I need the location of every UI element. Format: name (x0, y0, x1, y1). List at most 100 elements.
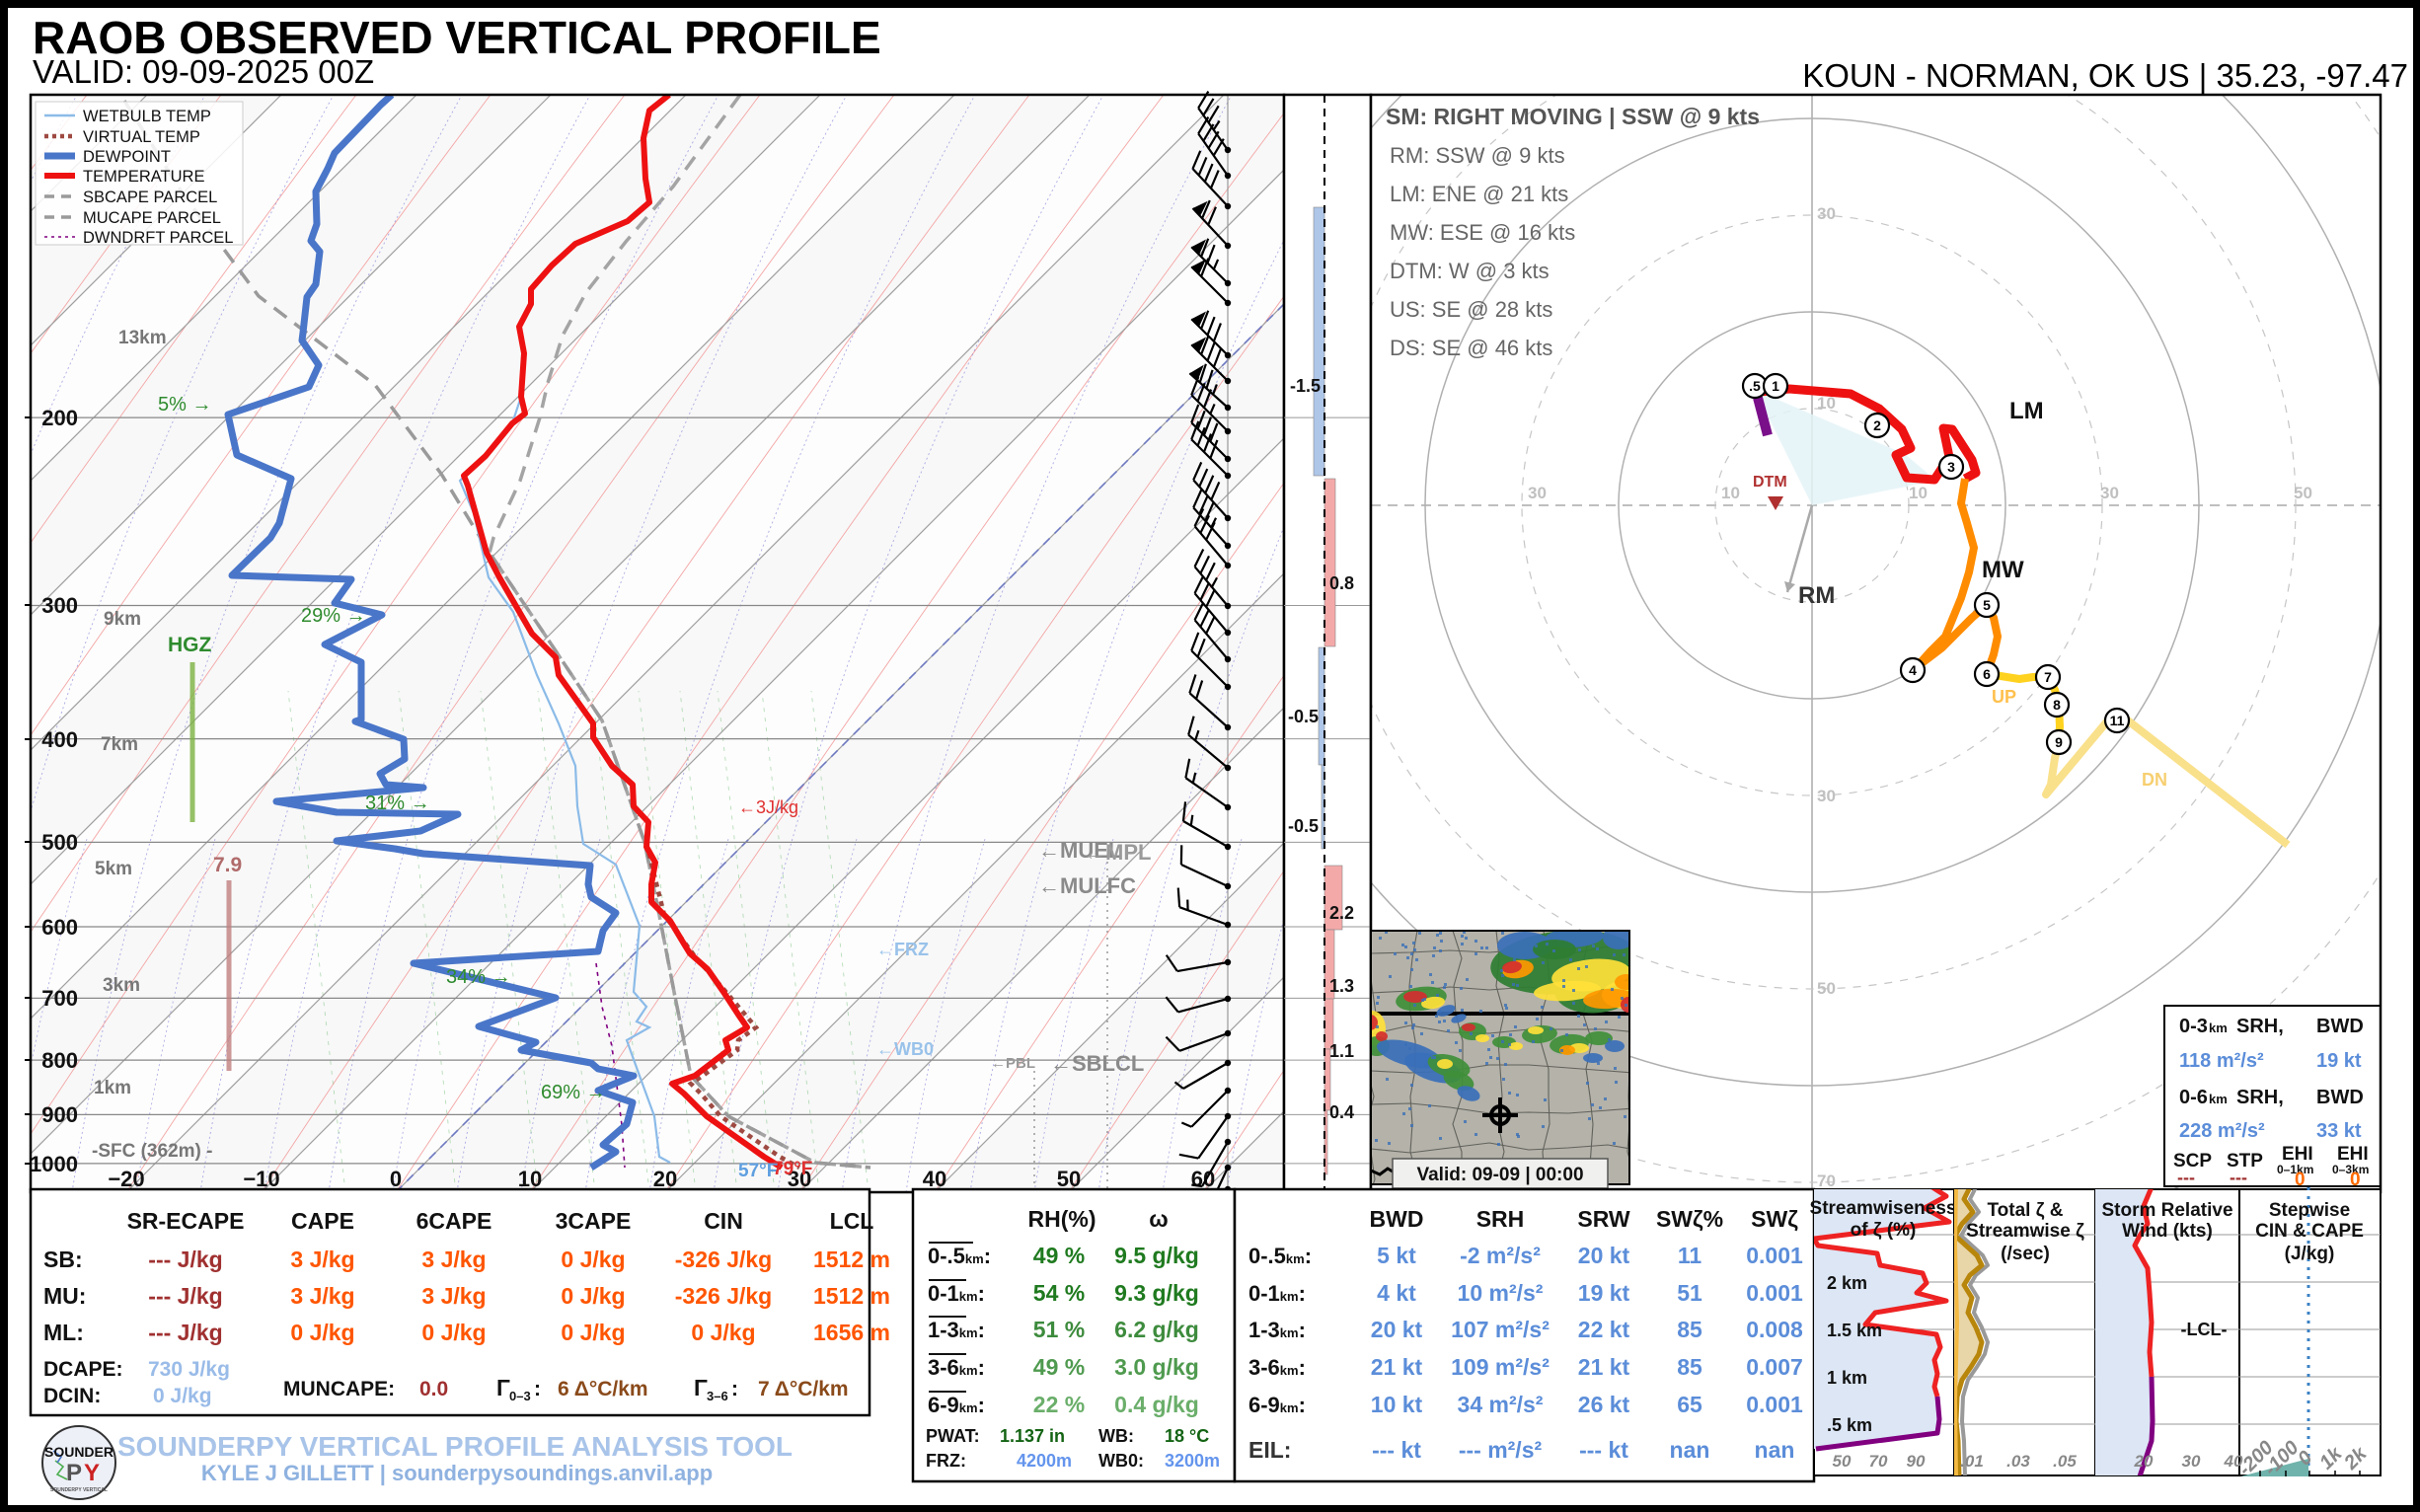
svg-text:10: 10 (1817, 394, 1836, 413)
svg-text:1: 1 (1772, 378, 1779, 394)
svg-text:10 m²/s²: 10 m²/s² (1458, 1280, 1544, 1306)
svg-text:Total ζ &: Total ζ & (1987, 1200, 2063, 1221)
svg-text:6CAPE: 6CAPE (416, 1208, 492, 1234)
svg-text:Wind (kts): Wind (kts) (2122, 1221, 2213, 1242)
svg-text:LCL: LCL (830, 1208, 874, 1234)
svg-text:65: 65 (1677, 1392, 1702, 1417)
svg-text:3.0 g/kg: 3.0 g/kg (1114, 1354, 1199, 1380)
svg-text:km: km (2209, 1092, 2228, 1106)
svg-text:5 kt: 5 kt (1377, 1243, 1416, 1268)
svg-text:700: 700 (41, 986, 78, 1011)
svg-text:−20: −20 (108, 1167, 144, 1191)
svg-text:Y: Y (84, 1460, 100, 1486)
svg-text:DEWPOINT: DEWPOINT (83, 148, 171, 166)
svg-text:BWD: BWD (2316, 1016, 2364, 1037)
svg-text:0: 0 (390, 1167, 402, 1191)
svg-text:300: 300 (41, 593, 78, 618)
svg-text:0.001: 0.001 (1746, 1243, 1803, 1268)
svg-text:30: 30 (2100, 484, 2119, 502)
svg-text:-0.5: -0.5 (1288, 816, 1319, 836)
svg-text:4 kt: 4 kt (1377, 1280, 1416, 1306)
svg-text:0.007: 0.007 (1746, 1354, 1803, 1380)
svg-text:51 %: 51 % (1033, 1317, 1085, 1342)
svg-text:26 kt: 26 kt (1578, 1392, 1630, 1417)
svg-text:MUNCAPE:: MUNCAPE: (283, 1378, 395, 1400)
svg-text:--- J/kg: --- J/kg (148, 1283, 222, 1309)
svg-text:WETBULB TEMP: WETBULB TEMP (83, 108, 211, 125)
svg-text:109 m²/s²: 109 m²/s² (1451, 1354, 1550, 1380)
svg-text:---: --- (2230, 1168, 2247, 1187)
svg-text:34% →: 34% → (446, 966, 511, 988)
svg-text:200: 200 (41, 406, 78, 430)
svg-text:CIN: CIN (704, 1208, 743, 1234)
svg-text:-1.5: -1.5 (1290, 376, 1321, 396)
svg-text:6 Δ°C/km: 6 Δ°C/km (558, 1378, 648, 1400)
svg-text::: : (731, 1378, 738, 1400)
svg-text:20 kt: 20 kt (1578, 1243, 1630, 1268)
svg-text:KOUN - NORMAN, OK US | 35.23,: KOUN - NORMAN, OK US | 35.23, -97.47 (1802, 57, 2408, 94)
svg-text:FRZ:: FRZ: (926, 1451, 966, 1471)
svg-text:20: 20 (2134, 1452, 2154, 1471)
svg-text:←SBLCL: ←SBLCL (1050, 1051, 1144, 1076)
svg-text:10: 10 (1909, 484, 1928, 502)
svg-text:.5 km: .5 km (1827, 1415, 1872, 1435)
svg-text:3 J/kg: 3 J/kg (290, 1247, 354, 1272)
svg-text:22 %: 22 % (1033, 1392, 1085, 1417)
svg-text:600: 600 (41, 915, 78, 940)
svg-text:9km: 9km (104, 609, 141, 630)
svg-text:7km: 7km (101, 734, 138, 755)
svg-text:20 kt: 20 kt (1371, 1317, 1423, 1342)
svg-text:.03: .03 (2006, 1452, 2030, 1471)
svg-text:0 J/kg: 0 J/kg (421, 1320, 486, 1345)
svg-text:SWζ: SWζ (1751, 1206, 1798, 1232)
svg-text:KYLE J GILLETT | sounderpysoun: KYLE J GILLETT | sounderpysoundings.anvi… (201, 1461, 713, 1485)
svg-text:CAPE: CAPE (291, 1208, 354, 1234)
svg-text:90: 90 (1907, 1452, 1926, 1471)
svg-text:EHI: EHI (2282, 1144, 2313, 1165)
svg-text:0.001: 0.001 (1746, 1392, 1803, 1417)
svg-text:3 J/kg: 3 J/kg (290, 1283, 354, 1309)
svg-text:3200m: 3200m (1165, 1451, 1220, 1471)
svg-text:20: 20 (653, 1167, 677, 1191)
svg-text:50: 50 (1833, 1452, 1852, 1471)
svg-text:-326 J/kg: -326 J/kg (675, 1283, 772, 1309)
svg-text:118 m²/s²: 118 m²/s² (2179, 1050, 2264, 1072)
svg-text:SRH,: SRH, (2236, 1016, 2284, 1037)
svg-text:54 %: 54 % (1033, 1280, 1085, 1306)
svg-text:TEMPERATURE: TEMPERATURE (83, 168, 204, 186)
svg-text:50: 50 (1057, 1167, 1081, 1191)
svg-text:nan: nan (1670, 1437, 1710, 1463)
svg-text:US: SE @ 28 kts: US: SE @ 28 kts (1390, 297, 1552, 322)
svg-text:10: 10 (518, 1167, 542, 1191)
svg-text:CIN & CAPE: CIN & CAPE (2255, 1221, 2364, 1242)
svg-text:←MULFC: ←MULFC (1038, 873, 1136, 898)
svg-text:1-3km:: 1-3km: (1248, 1318, 1306, 1342)
svg-text:VALID: 09-09-2025 00Z: VALID: 09-09-2025 00Z (33, 53, 374, 90)
svg-text:RM: SSW @ 9 kts: RM: SSW @ 9 kts (1390, 143, 1565, 168)
svg-text:←WB0: ←WB0 (876, 1039, 934, 1059)
svg-text:0.8: 0.8 (1329, 573, 1354, 593)
svg-text:←PBL: ←PBL (991, 1055, 1035, 1072)
svg-text:6: 6 (1983, 666, 1991, 682)
svg-text:RAOB OBSERVED VERTICAL PROFILE: RAOB OBSERVED VERTICAL PROFILE (33, 12, 881, 63)
svg-text:8: 8 (2053, 697, 2061, 713)
svg-text:21 kt: 21 kt (1578, 1354, 1630, 1380)
svg-text:←MPL: ←MPL (1084, 840, 1151, 865)
svg-text:DN: DN (2142, 770, 2167, 790)
svg-text:MW: ESE @ 16 kts: MW: ESE @ 16 kts (1390, 220, 1575, 245)
svg-text:500: 500 (41, 830, 78, 855)
svg-text:0–1km: 0–1km (2277, 1163, 2313, 1176)
svg-text:−10: −10 (243, 1167, 279, 1191)
svg-text:km: km (2209, 1021, 2228, 1035)
svg-text:Streamwise ζ: Streamwise ζ (1966, 1221, 2084, 1242)
svg-text:SOUNDERPY VERTICAL PROFILE ANA: SOUNDERPY VERTICAL PROFILE ANALYSIS TOOL (117, 1431, 793, 1462)
svg-text:SRW: SRW (1577, 1206, 1630, 1232)
svg-text:107 m²/s²: 107 m²/s² (1451, 1317, 1550, 1342)
svg-text:LM: ENE @ 21 kts: LM: ENE @ 21 kts (1390, 182, 1568, 206)
svg-text:85: 85 (1677, 1317, 1702, 1342)
svg-text:STP: STP (2227, 1151, 2263, 1172)
svg-text:BWD: BWD (1370, 1206, 1424, 1232)
svg-text:Storm Relative: Storm Relative (2101, 1200, 2232, 1221)
svg-text:SB:: SB: (43, 1247, 83, 1272)
svg-text:DTM: DTM (1753, 474, 1787, 491)
